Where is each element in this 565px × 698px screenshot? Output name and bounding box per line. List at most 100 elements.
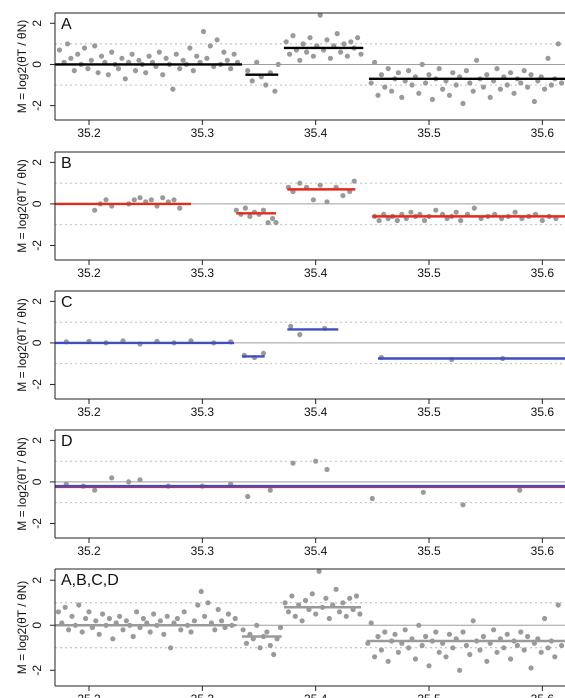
y-axis-label: M = log2(θT / θN) xyxy=(15,437,29,530)
data-point xyxy=(497,86,503,92)
data-point xyxy=(177,205,183,211)
y-tick-label: 0 xyxy=(30,478,44,485)
data-point xyxy=(310,197,316,203)
data-point xyxy=(518,629,524,635)
data-point xyxy=(517,487,523,493)
y-tick-label: -2 xyxy=(30,379,44,390)
data-point xyxy=(115,66,122,72)
data-point xyxy=(395,649,401,655)
data-point xyxy=(426,663,432,669)
data-point xyxy=(297,57,303,63)
x-tick-label: 35.4 xyxy=(304,692,328,698)
data-point xyxy=(460,100,466,107)
data-point xyxy=(420,489,426,495)
data-point xyxy=(416,90,422,96)
data-point xyxy=(287,51,293,57)
data-point xyxy=(351,178,357,184)
data-point xyxy=(382,629,388,635)
x-tick-label: 35.5 xyxy=(417,544,441,558)
y-tick-label: 2 xyxy=(30,159,44,166)
data-point xyxy=(525,633,531,640)
y-axis-label: M = log2(θT / θN) xyxy=(15,581,29,674)
data-point xyxy=(494,66,500,72)
data-point xyxy=(327,55,333,61)
data-point xyxy=(267,642,273,649)
data-point xyxy=(147,629,153,635)
data-point xyxy=(55,609,62,615)
data-point xyxy=(426,72,432,78)
data-point xyxy=(194,53,200,59)
data-point xyxy=(100,611,106,617)
data-point xyxy=(81,45,88,51)
data-point xyxy=(83,615,89,622)
data-point xyxy=(275,61,281,67)
y-axis-label: M = log2(θT / θN) xyxy=(15,20,29,113)
data-point xyxy=(304,49,310,55)
data-point xyxy=(64,41,71,47)
x-tick-label: 35.3 xyxy=(191,126,215,140)
y-tick-label: -2 xyxy=(30,240,44,251)
data-point xyxy=(300,41,306,47)
x-tick-label: 35.2 xyxy=(77,126,101,140)
data-point xyxy=(355,35,361,41)
x-tick-label: 35.3 xyxy=(191,266,215,280)
data-point xyxy=(285,609,292,615)
chart-panel-5: -2 0 2 35.2 35.3 35.4 35.5 35.6 A,B,C,D M = log2(… xyxy=(15,568,565,698)
data-point xyxy=(317,182,323,188)
data-point xyxy=(310,53,316,59)
data-point xyxy=(528,72,534,78)
x-tick-label: 35.4 xyxy=(304,266,328,280)
data-point xyxy=(202,613,208,619)
data-point xyxy=(433,629,439,635)
y-tick-label: -2 xyxy=(30,100,44,111)
panel-label: B xyxy=(61,155,72,172)
data-point xyxy=(212,627,218,633)
data-point xyxy=(137,477,143,483)
data-point xyxy=(249,78,255,84)
x-tick-label: 35.2 xyxy=(77,266,101,280)
data-point xyxy=(416,622,422,628)
data-point xyxy=(109,49,115,55)
data-point xyxy=(402,627,408,633)
data-point xyxy=(324,199,330,205)
data-point xyxy=(122,76,128,82)
y-tick-label: 0 xyxy=(30,339,44,346)
data-point xyxy=(419,61,425,67)
data-point xyxy=(93,618,99,624)
data-point xyxy=(88,57,94,63)
plot-area xyxy=(55,430,565,538)
data-point xyxy=(376,217,382,224)
y-axis-label: M = log2(θT / θN) xyxy=(15,298,29,391)
data-point xyxy=(245,68,251,74)
data-point xyxy=(443,654,449,660)
data-point xyxy=(494,649,500,655)
data-point xyxy=(453,209,459,215)
data-point xyxy=(195,602,201,608)
data-point xyxy=(273,220,279,226)
chart-panel-2: -2 0 2 35.2 35.3 35.4 35.5 35.6 B M = log2(θT / θ… xyxy=(15,151,565,280)
data-point xyxy=(385,658,391,664)
data-point xyxy=(214,37,220,43)
data-point xyxy=(123,618,129,624)
data-point xyxy=(450,70,456,76)
data-point xyxy=(68,55,74,61)
data-point xyxy=(240,627,246,633)
data-point xyxy=(340,193,346,199)
x-tick-label: 35.4 xyxy=(304,126,328,140)
x-tick-label: 35.2 xyxy=(77,692,101,698)
data-point xyxy=(267,487,273,493)
data-point xyxy=(260,350,267,356)
data-point xyxy=(399,94,405,100)
data-point xyxy=(106,615,112,622)
data-point xyxy=(191,618,197,624)
data-point xyxy=(85,66,91,72)
data-point xyxy=(221,49,227,55)
data-point xyxy=(137,195,143,201)
data-point xyxy=(317,12,323,18)
x-tick-label: 35.3 xyxy=(191,692,215,698)
data-point xyxy=(457,667,463,673)
data-point xyxy=(555,602,561,608)
data-point xyxy=(171,197,177,203)
data-point xyxy=(487,94,493,100)
data-point xyxy=(163,55,169,61)
